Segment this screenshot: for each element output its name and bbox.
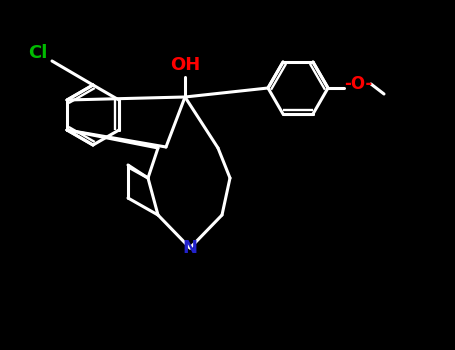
Text: N: N [182, 239, 197, 257]
Text: Cl: Cl [28, 44, 48, 62]
Text: OH: OH [170, 56, 200, 74]
Text: -O-: -O- [344, 75, 372, 93]
